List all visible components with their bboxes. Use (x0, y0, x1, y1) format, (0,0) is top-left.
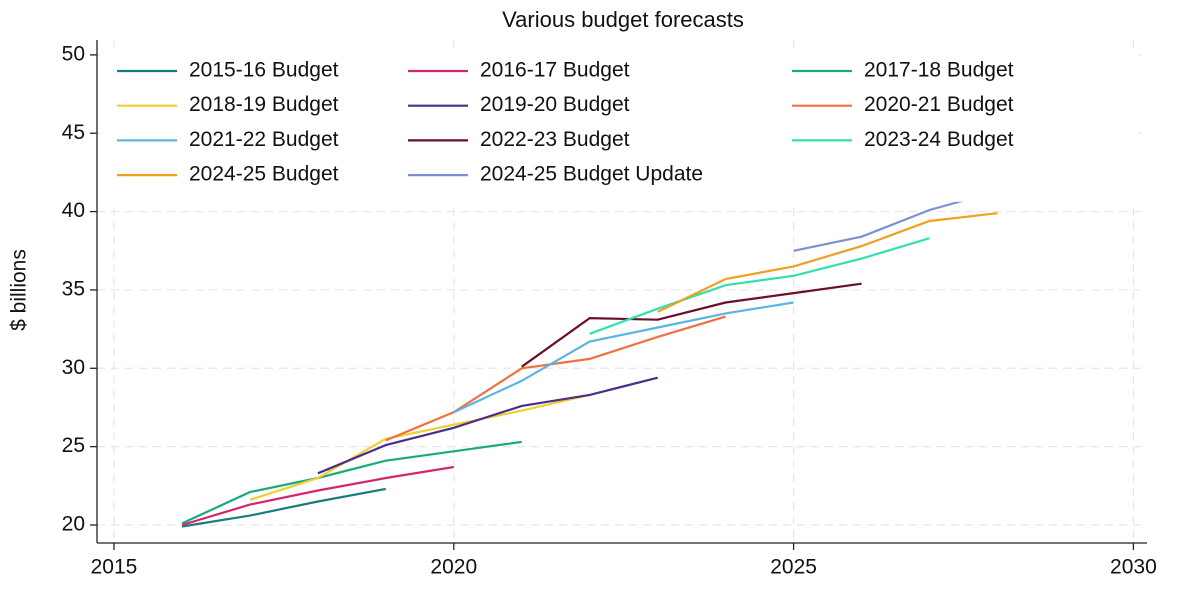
x-tick-label: 2030 (1110, 556, 1157, 579)
legend-label: 2021-22 Budget (189, 128, 339, 151)
series-line (521, 282, 862, 368)
x-tick-label: 2020 (430, 556, 477, 579)
series-line (249, 393, 590, 501)
lines (181, 190, 998, 528)
legend-label: 2018-19 Budget (189, 93, 339, 116)
series-line (453, 301, 794, 414)
legend-label: 2016-17 Budget (480, 59, 630, 82)
x-tick-label: 2015 (91, 556, 138, 579)
series-line (589, 237, 930, 335)
y-tick-label: 30 (62, 356, 85, 379)
legend-label: 2023-24 Budget (864, 128, 1014, 151)
legend-label: 2020-21 Budget (864, 93, 1014, 116)
legend-label: 2015-16 Budget (189, 59, 339, 82)
y-tick-label: 25 (62, 434, 85, 457)
series-line (317, 376, 658, 475)
legend-label: 2024-25 Budget Update (480, 163, 703, 186)
y-tick-label: 45 (62, 121, 85, 144)
y-axis-label: $ billions (8, 249, 31, 331)
series-line (657, 212, 998, 313)
y-tick-label: 20 (62, 513, 85, 536)
legend: 2015-16 Budget 2016-17 Budget 2017-18 Budg… (100, 48, 1138, 202)
series-line (385, 315, 726, 442)
legend-label: 2017-18 Budget (864, 59, 1014, 82)
series-line (181, 465, 454, 527)
legend-background (100, 48, 1138, 202)
legend-label: 2022-23 Budget (480, 128, 630, 151)
series-line (181, 487, 387, 528)
y-tick-label: 50 (62, 42, 85, 65)
y-tick-label: 35 (62, 277, 85, 300)
legend-label: 2024-25 Budget (189, 163, 339, 186)
legend-label: 2019-20 Budget (480, 93, 630, 116)
x-tick-label: 2025 (770, 556, 817, 579)
chart-title: Various budget forecasts (502, 7, 744, 32)
y-tick-label: 40 (62, 199, 85, 222)
series-line (181, 440, 522, 525)
